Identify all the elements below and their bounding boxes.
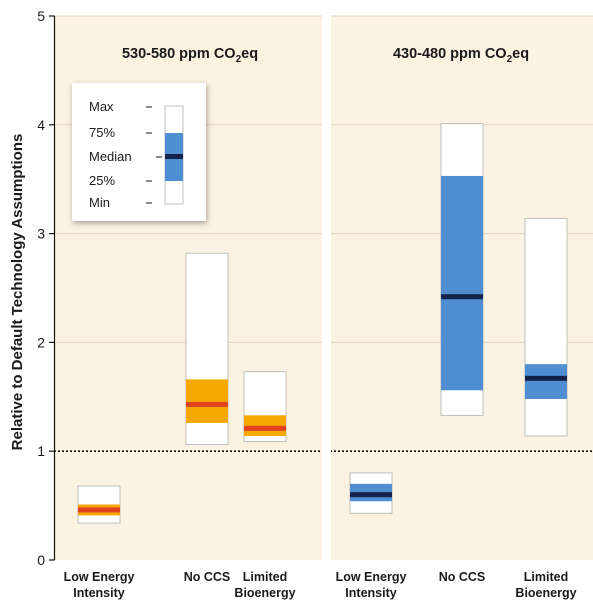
- legend-label-median: Median: [89, 149, 132, 164]
- y-tick-label: 2: [37, 334, 45, 350]
- box-2-3: [524, 218, 568, 437]
- y-tick-label: 3: [37, 226, 45, 242]
- box-median: [78, 507, 120, 513]
- box-median: [186, 401, 228, 407]
- box-median: [350, 492, 392, 498]
- box-iqr: [525, 364, 567, 399]
- x-category-label: Limited Bioenergy: [515, 570, 576, 600]
- svg-text:430-480 ppm CO2eq: 430-480 ppm CO2eq: [393, 46, 529, 65]
- y-tick-label: 0: [37, 552, 45, 568]
- panel-2-title: 430-480 ppm CO2eq: [393, 46, 529, 65]
- svg-text:530-580 ppm CO2eq: 530-580 ppm CO2eq: [122, 46, 258, 65]
- legend-label-max: Max: [89, 99, 114, 114]
- x-category-label: Low Energy Intensity: [64, 570, 135, 600]
- x-category-label: Low Energy Intensity: [336, 570, 407, 600]
- box-2-2: [440, 123, 484, 416]
- x-category-label: Limited Bioenergy: [234, 570, 295, 600]
- boxes: [77, 123, 568, 524]
- legend-label-min: Min: [89, 195, 110, 210]
- panel-2-title-main: 430-480 ppm CO: [393, 46, 507, 62]
- panel-1-title: 530-580 ppm CO2eq: [122, 46, 258, 65]
- legend-frame: [72, 83, 206, 221]
- box-1-1: [77, 485, 121, 524]
- box-iqr: [186, 379, 228, 423]
- box-2-1: [349, 472, 393, 514]
- x-category-label: No CCS: [439, 570, 486, 584]
- y-axis-label: Relative to Default Technology Assumptio…: [9, 134, 26, 451]
- box-iqr: [441, 175, 483, 391]
- box-median: [441, 294, 483, 300]
- legend-box-median: [165, 154, 183, 159]
- axes: 0 1 2 3 4 5: [37, 8, 56, 568]
- panel-1-title-suffix: eq: [241, 46, 258, 62]
- panel-2-title-suffix: eq: [512, 46, 529, 62]
- panel-2-title-sub: 2: [507, 54, 513, 65]
- box-1-2: [185, 252, 229, 446]
- x-category-label: No CCS: [184, 570, 231, 584]
- box-median: [525, 375, 567, 381]
- y-tick-label: 5: [37, 8, 45, 24]
- box-median: [244, 425, 286, 431]
- legend-label-25: 25%: [89, 173, 115, 188]
- legend-label-75: 75%: [89, 125, 115, 140]
- box-1-3: [243, 371, 287, 442]
- legend: Max 75% Median 25% Min: [72, 83, 206, 221]
- panel-1-title-main: 530-580 ppm CO: [122, 46, 236, 62]
- y-tick-label: 1: [37, 443, 45, 459]
- panel-1-title-sub: 2: [236, 54, 242, 65]
- y-tick-label: 4: [37, 117, 45, 133]
- box-iqr: [244, 415, 286, 436]
- box-range: [524, 218, 568, 437]
